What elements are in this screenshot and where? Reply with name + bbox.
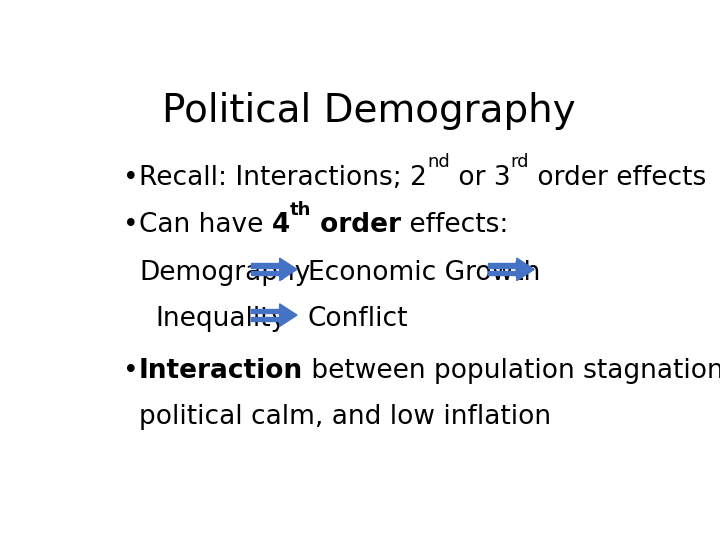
Text: effects:: effects: <box>402 212 509 238</box>
Polygon shape <box>517 258 534 281</box>
Text: Recall: Interactions; 2: Recall: Interactions; 2 <box>139 165 427 191</box>
Text: rd: rd <box>510 153 529 171</box>
Text: Can have: Can have <box>139 212 272 238</box>
Text: or 3: or 3 <box>450 165 510 191</box>
Polygon shape <box>251 317 279 321</box>
Text: Demography: Demography <box>139 260 310 286</box>
Polygon shape <box>251 264 279 268</box>
Text: •: • <box>124 212 139 238</box>
Polygon shape <box>251 271 279 275</box>
Text: between population stagnation,: between population stagnation, <box>303 358 720 384</box>
Text: order: order <box>312 212 402 238</box>
Polygon shape <box>279 304 297 326</box>
Polygon shape <box>251 309 279 313</box>
Text: th: th <box>290 201 312 219</box>
Text: 4: 4 <box>272 212 290 238</box>
Text: political calm, and low inflation: political calm, and low inflation <box>139 404 552 430</box>
Text: order effects: order effects <box>529 165 706 191</box>
Text: •: • <box>124 165 139 191</box>
Text: •: • <box>124 358 139 384</box>
Polygon shape <box>488 271 517 275</box>
Text: Conflict: Conflict <box>307 306 408 332</box>
Text: Economic Growth: Economic Growth <box>307 260 540 286</box>
Text: Political Demography: Political Demography <box>162 92 576 130</box>
Text: Inequality: Inequality <box>156 306 287 332</box>
Text: Interaction: Interaction <box>139 358 303 384</box>
Polygon shape <box>279 258 297 281</box>
Text: nd: nd <box>427 153 450 171</box>
Polygon shape <box>488 264 517 268</box>
